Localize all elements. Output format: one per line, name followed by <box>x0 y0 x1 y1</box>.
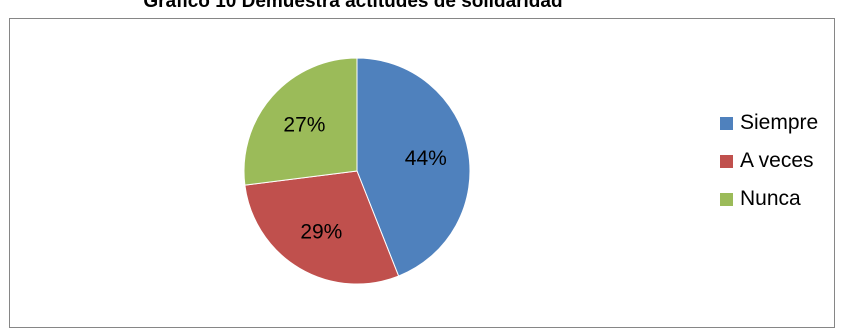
pie-slice-nunca <box>243 57 358 186</box>
data-label-a-veces: 29% <box>300 220 342 243</box>
data-label-siempre: 44% <box>405 147 447 170</box>
pie-slice-a-veces <box>244 170 400 285</box>
data-label-nunca: 27% <box>283 114 325 137</box>
legend-label-nunca: Nunca <box>740 187 801 210</box>
pie-slice-siempre <box>356 57 471 277</box>
legend-label-a-veces: A veces <box>740 149 814 172</box>
chart-title: Gráfico 10 Demuestra actitudes de solida… <box>143 0 563 12</box>
legend-swatch-nunca <box>720 193 733 206</box>
legend-label-siempre: Siempre <box>740 111 819 134</box>
legend-swatch-siempre <box>720 117 733 130</box>
legend-swatch-a-veces <box>720 155 733 168</box>
